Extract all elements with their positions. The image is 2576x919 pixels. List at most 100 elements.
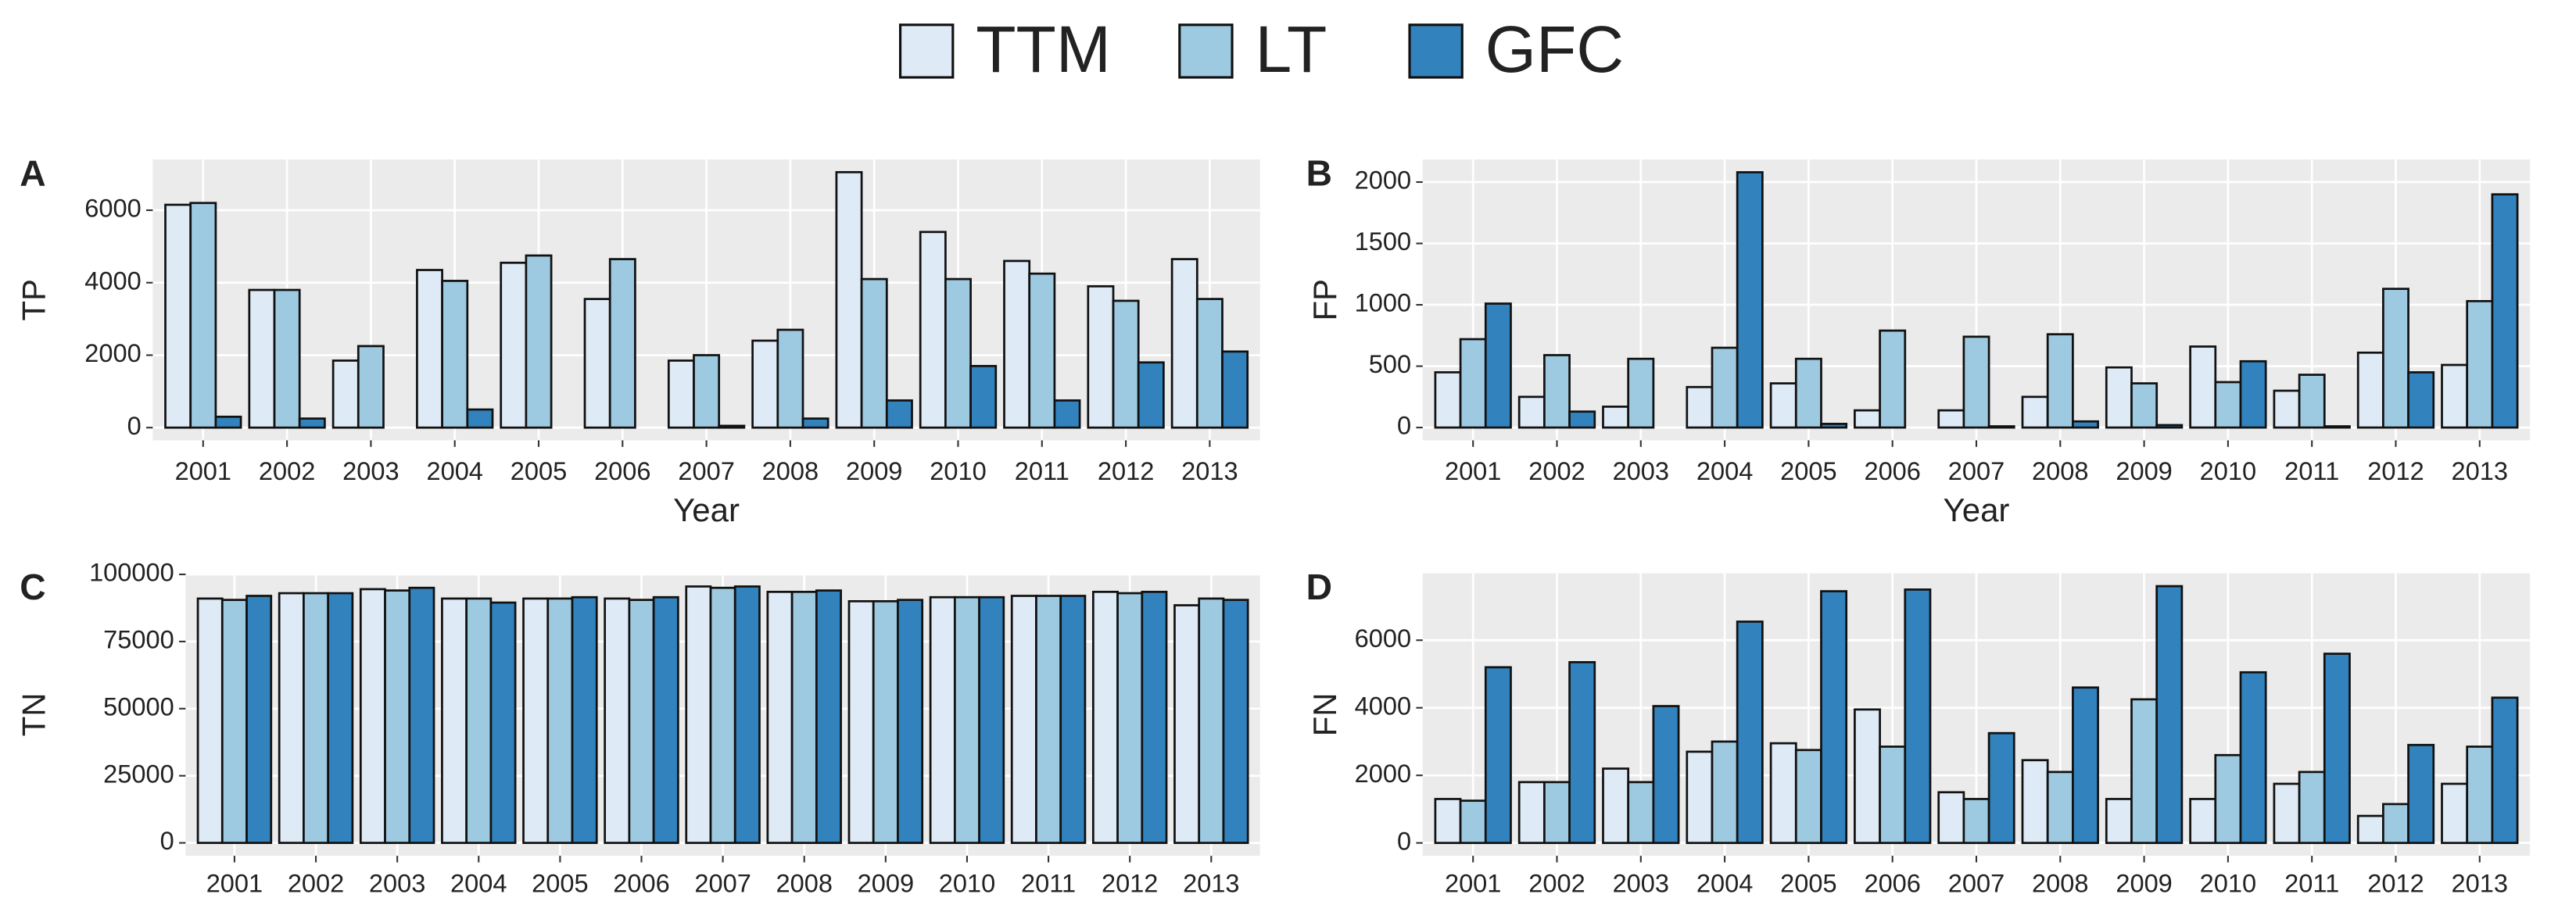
bar (196, 597, 224, 844)
x-tick-label: 2009 (2116, 870, 2172, 898)
x-tick-label: 2007 (678, 457, 734, 485)
bar (2382, 803, 2409, 845)
x-tick-label: 2002 (259, 457, 315, 485)
bar (1035, 595, 1062, 844)
bar (1053, 399, 1081, 429)
x-axis-title: Year (1944, 492, 2010, 528)
x-tick-label: 2006 (613, 870, 669, 898)
bar (628, 599, 655, 844)
bar (1484, 302, 1512, 429)
y-tick-label: 75000 (103, 626, 174, 654)
y-axis-title: FN (1306, 692, 1343, 736)
bar (685, 585, 712, 844)
x-tick-label: 2004 (426, 457, 482, 485)
x-tick-label: 2012 (1102, 870, 1158, 898)
bar (1854, 409, 1881, 429)
x-tick-label: 2003 (342, 457, 399, 485)
bar (885, 399, 913, 429)
bar (1937, 791, 1965, 845)
bar (2491, 193, 2519, 429)
legend-label: TTM (976, 13, 1111, 86)
x-tick-label: 2007 (694, 870, 751, 898)
bar (2046, 771, 2074, 845)
x-tick-label: 2008 (2032, 870, 2088, 898)
x-tick-label: 2012 (2367, 457, 2424, 485)
bar (2105, 798, 2133, 845)
bar (327, 592, 354, 844)
x-tick-label: 2007 (1948, 870, 2005, 898)
bar (2323, 653, 2351, 845)
bar (1003, 259, 1031, 429)
y-tick-label: 0 (1397, 827, 1411, 855)
panel-label: D (1306, 567, 1332, 607)
y-tick-label: 6000 (84, 195, 141, 223)
panel-label: C (20, 567, 45, 607)
x-tick-label: 2011 (1015, 457, 1069, 485)
bar (1137, 361, 1165, 429)
bar (1652, 705, 1680, 845)
bar (1820, 590, 1848, 845)
x-tick-label: 2010 (2200, 457, 2256, 485)
bar (2323, 425, 2351, 429)
bar (1769, 742, 1797, 845)
bar (525, 254, 553, 429)
x-tick-label: 2013 (1181, 457, 1238, 485)
panel-label: A (20, 152, 45, 193)
x-axis-title: Year (673, 492, 740, 528)
x-tick-label: 2011 (2284, 457, 2339, 485)
bar (384, 589, 411, 844)
bar (919, 231, 947, 429)
bar (1962, 798, 1990, 845)
bar (1434, 371, 1462, 429)
bar (248, 288, 276, 429)
x-tick-label: 2003 (1613, 870, 1669, 898)
x-tick-label: 2006 (1864, 870, 1920, 898)
x-tick-label: 2012 (2367, 870, 2424, 898)
bar (1010, 595, 1037, 844)
bar (652, 595, 679, 844)
bar (359, 588, 386, 844)
bar (872, 600, 899, 844)
bar (164, 203, 192, 429)
bar (1568, 410, 1596, 429)
bar (1602, 406, 1630, 429)
bar (1459, 799, 1487, 845)
bar (1879, 746, 1907, 845)
bar (751, 339, 779, 429)
bar (2356, 814, 2384, 845)
bar (1854, 708, 1881, 845)
bar (1769, 382, 1797, 429)
bar (847, 600, 875, 844)
bar (1543, 354, 1571, 429)
x-tick-label: 2004 (1696, 870, 1753, 898)
bar (583, 298, 611, 429)
y-tick-label: 500 (1369, 350, 1411, 378)
x-tick-label: 2011 (2284, 870, 2339, 898)
x-tick-label: 2001 (206, 870, 263, 898)
bar (1711, 346, 1739, 429)
x-tick-label: 2003 (369, 870, 425, 898)
x-tick-label: 2001 (1445, 457, 1501, 485)
bar (298, 417, 326, 429)
x-tick-label: 2002 (288, 870, 344, 898)
bar (2155, 585, 2184, 845)
bar (860, 277, 888, 429)
x-tick-label: 2009 (858, 870, 914, 898)
bar (1173, 604, 1201, 844)
legend-swatch (1178, 23, 1234, 79)
x-tick-label: 2008 (762, 457, 819, 485)
x-tick-label: 2009 (846, 457, 902, 485)
bar (489, 601, 517, 844)
bar (815, 589, 842, 844)
x-tick-label: 2005 (1780, 870, 1836, 898)
bar (2021, 395, 2049, 429)
x-tick-label: 2005 (511, 457, 567, 485)
bar (189, 202, 217, 429)
bar (1602, 767, 1630, 845)
x-tick-label: 2002 (1528, 457, 1585, 485)
y-tick-label: 50000 (103, 692, 174, 721)
bar (2021, 759, 2049, 845)
bar (1987, 425, 2015, 429)
